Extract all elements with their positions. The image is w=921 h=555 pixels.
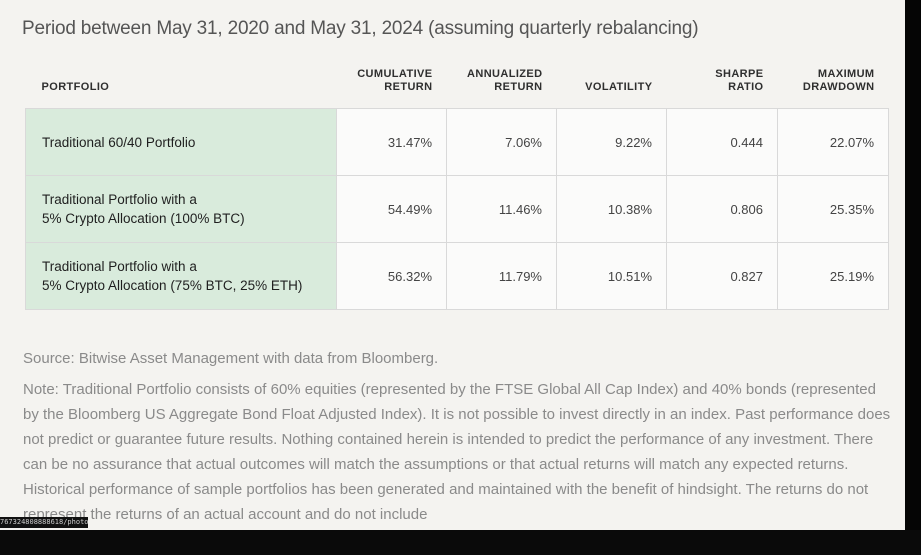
- header-portfolio: PORTFOLIO: [25, 56, 337, 109]
- annualized-return-cell: 11.46%: [446, 175, 557, 243]
- annualized-return-cell: 11.79%: [446, 242, 557, 310]
- cumulative-return-cell: 56.32%: [336, 242, 447, 310]
- sharpe-ratio-cell: 0.806: [666, 175, 778, 243]
- portfolio-name-cell: Traditional 60/40 Portfolio: [25, 108, 337, 176]
- portfolio-name-cell: Traditional Portfolio with a 5% Crypto A…: [25, 175, 337, 243]
- header-annualized-return: ANNUALIZED RETURN: [446, 56, 557, 109]
- table-row: Traditional Portfolio with a 5% Crypto A…: [25, 242, 889, 310]
- volatility-cell: 9.22%: [556, 108, 667, 176]
- portfolio-name-cell: Traditional Portfolio with a 5% Crypto A…: [25, 242, 337, 310]
- source-text: Source: Bitwise Asset Management with da…: [23, 350, 439, 367]
- sharpe-ratio-cell: 0.827: [666, 242, 778, 310]
- document-screen: Period between May 31, 2020 and May 31, …: [0, 0, 905, 530]
- maximum-drawdown-cell: 25.35%: [777, 175, 889, 243]
- maximum-drawdown-cell: 25.19%: [777, 242, 889, 310]
- screen-edge-bottom: [0, 530, 921, 555]
- cumulative-return-cell: 54.49%: [336, 175, 447, 243]
- volatility-cell: 10.38%: [556, 175, 667, 243]
- maximum-drawdown-cell: 22.07%: [777, 108, 889, 176]
- header-maximum-drawdown: MAXIMUM DRAWDOWN: [777, 56, 889, 109]
- cumulative-return-cell: 31.47%: [336, 108, 447, 176]
- header-cumulative-return: CUMULATIVE RETURN: [336, 56, 447, 109]
- table-row: Traditional 60/40 Portfolio 31.47% 7.06%…: [25, 108, 889, 176]
- table-header-row: PORTFOLIO CUMULATIVE RETURN ANNUALIZED R…: [25, 56, 889, 109]
- volatility-cell: 10.51%: [556, 242, 667, 310]
- header-volatility: VOLATILITY: [556, 56, 667, 109]
- page-title: Period between May 31, 2020 and May 31, …: [22, 18, 699, 39]
- header-sharpe-ratio: SHARPE RATIO: [666, 56, 778, 109]
- annualized-return-cell: 7.06%: [446, 108, 557, 176]
- sharpe-ratio-cell: 0.444: [666, 108, 778, 176]
- note-text: Note: Traditional Portfolio consists of …: [23, 381, 891, 523]
- performance-table: PORTFOLIO CUMULATIVE RETURN ANNUALIZED R…: [25, 56, 889, 310]
- table-row: Traditional Portfolio with a 5% Crypto A…: [25, 175, 889, 243]
- url-overlay-tag: 767324808888618/photo/1: [0, 517, 88, 528]
- screen-edge-right: [905, 0, 921, 555]
